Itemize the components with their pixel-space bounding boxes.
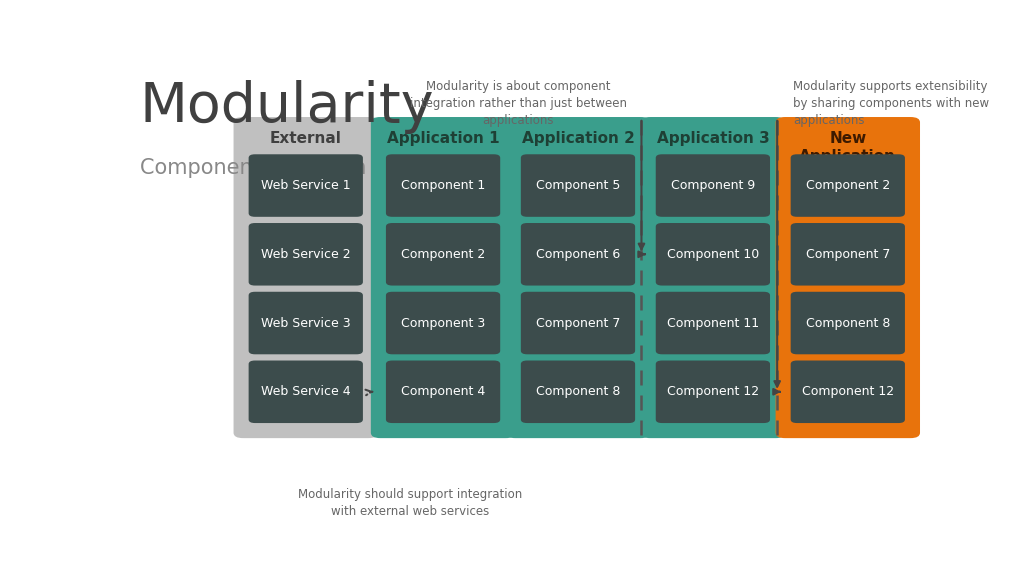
Text: Component 1: Component 1 (401, 179, 485, 192)
Text: Web Service 1: Web Service 1 (261, 179, 350, 192)
FancyBboxPatch shape (249, 361, 362, 423)
Text: Application 1: Application 1 (387, 131, 500, 146)
Text: Component 2: Component 2 (806, 179, 890, 192)
Text: Component 3: Component 3 (401, 317, 485, 329)
FancyBboxPatch shape (655, 154, 770, 217)
Text: Component 4: Component 4 (401, 385, 485, 398)
Text: Application 3: Application 3 (656, 131, 769, 146)
Text: Component 7: Component 7 (536, 317, 621, 329)
FancyBboxPatch shape (791, 154, 905, 217)
Text: Modularity supports extensibility
by sharing components with new
applications: Modularity supports extensibility by sha… (793, 80, 989, 127)
Text: Component 10: Component 10 (667, 248, 759, 261)
FancyBboxPatch shape (249, 223, 362, 286)
FancyBboxPatch shape (775, 117, 920, 438)
Text: External: External (270, 131, 342, 146)
FancyBboxPatch shape (641, 117, 785, 438)
Text: Web Service 3: Web Service 3 (261, 317, 350, 329)
Text: Modularity should support integration
with external web services: Modularity should support integration wi… (298, 488, 522, 518)
Text: Component 11: Component 11 (667, 317, 759, 329)
Text: Component 5: Component 5 (536, 179, 621, 192)
FancyBboxPatch shape (655, 292, 770, 354)
FancyBboxPatch shape (249, 154, 362, 217)
Text: Component 2: Component 2 (401, 248, 485, 261)
Text: Component 7: Component 7 (806, 248, 890, 261)
Text: Modularity is about component
integration rather than just between
applications: Modularity is about component integratio… (410, 80, 627, 127)
FancyBboxPatch shape (521, 223, 635, 286)
FancyBboxPatch shape (506, 117, 650, 438)
FancyBboxPatch shape (521, 292, 635, 354)
FancyBboxPatch shape (386, 361, 500, 423)
Text: Web Service 4: Web Service 4 (261, 385, 350, 398)
Text: Component 6: Component 6 (536, 248, 621, 261)
Text: Component 12: Component 12 (667, 385, 759, 398)
Text: Component 9: Component 9 (671, 179, 755, 192)
Text: Component 12: Component 12 (802, 385, 894, 398)
FancyBboxPatch shape (386, 223, 500, 286)
FancyBboxPatch shape (791, 223, 905, 286)
Text: Component 8: Component 8 (806, 317, 890, 329)
FancyBboxPatch shape (521, 361, 635, 423)
FancyBboxPatch shape (233, 117, 378, 438)
FancyBboxPatch shape (655, 223, 770, 286)
Text: Component Approach: Component Approach (140, 158, 367, 178)
FancyBboxPatch shape (386, 154, 500, 217)
FancyBboxPatch shape (371, 117, 515, 438)
Text: Component 8: Component 8 (536, 385, 621, 398)
FancyBboxPatch shape (655, 361, 770, 423)
FancyBboxPatch shape (249, 292, 362, 354)
Text: Web Service 2: Web Service 2 (261, 248, 350, 261)
FancyBboxPatch shape (791, 292, 905, 354)
Text: Modularity: Modularity (140, 80, 434, 134)
FancyBboxPatch shape (521, 154, 635, 217)
FancyBboxPatch shape (386, 292, 500, 354)
FancyBboxPatch shape (791, 361, 905, 423)
Text: Application 2: Application 2 (521, 131, 635, 146)
Text: New
Application: New Application (800, 131, 896, 164)
